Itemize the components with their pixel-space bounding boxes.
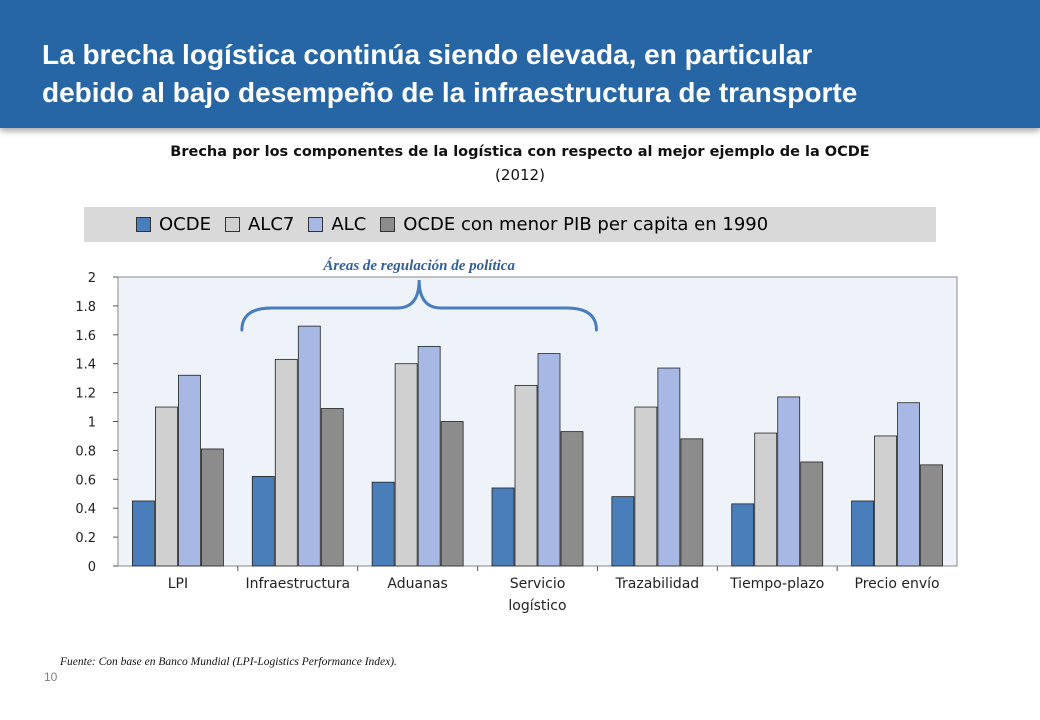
y-tick-label: 1: [88, 416, 96, 431]
x-tick-label: logístico: [508, 598, 566, 614]
bar-ocde-3: [491, 487, 515, 567]
x-tick-label: Precio envío: [855, 576, 940, 592]
y-tick-label: 2: [88, 271, 96, 286]
y-tick-label: 1.6: [75, 329, 96, 344]
bar-alc-6: [897, 402, 920, 567]
x-tick-label: Aduanas: [387, 576, 447, 592]
slide-title: La brecha logística continúa siendo elev…: [42, 36, 1022, 112]
slide-title-line1: La brecha logística continúa siendo elev…: [42, 39, 813, 70]
bar-alc-1: [297, 325, 321, 567]
legend-swatch: [136, 217, 151, 232]
y-tick-label: 0.8: [75, 444, 96, 459]
bar-alc7-4: [634, 406, 658, 567]
bar-ocde-4: [680, 438, 704, 567]
y-tick-label: 0.2: [75, 531, 96, 546]
legend-item-3: OCDE con menor PIB per capita en 1990: [380, 214, 768, 235]
x-tick-label: Servicio: [510, 576, 566, 592]
chart-title: Brecha por los componentes de la logísti…: [0, 141, 1040, 187]
legend-swatch: [380, 217, 396, 232]
bar-ocde-2: [440, 421, 464, 567]
bar-alc-5: [777, 396, 801, 567]
y-tick-label: 1.4: [75, 358, 96, 373]
x-tick-label: Infraestructura: [245, 576, 350, 592]
legend-item-1: ALC7: [224, 214, 295, 235]
bar-ocde-4: [611, 496, 635, 567]
bar-ocde-0: [132, 500, 155, 567]
bar-ocde-6: [851, 500, 874, 567]
x-tick-label: Tiempo-plazo: [729, 576, 824, 592]
legend-item-0: OCDE: [136, 214, 211, 235]
bar-alc7-5: [754, 432, 778, 567]
x-tick-label: LPI: [168, 576, 188, 592]
bar-alc-2: [417, 345, 441, 567]
bar-alc7-3: [514, 384, 538, 567]
bar-ocde-5: [800, 461, 824, 567]
bar-ocde-0: [201, 448, 224, 567]
page-number: 10: [44, 670, 58, 684]
legend-item-2: ALC: [308, 214, 366, 235]
bar-ocde-1: [251, 476, 275, 567]
legend-label: ALC7: [247, 214, 295, 235]
bar-ocde-6: [920, 464, 943, 567]
y-tick-label: 1.2: [75, 387, 96, 402]
x-tick-label: Trazabilidad: [615, 576, 700, 592]
bar-alc-3: [537, 353, 561, 567]
bar-ocde-3: [560, 431, 584, 567]
bar-alc-0: [178, 374, 201, 567]
y-tick-label: 1.8: [75, 300, 96, 315]
annotation-brace: [240, 279, 598, 332]
bar-ocde-5: [731, 503, 755, 567]
chart-subtitle-year: (2012): [495, 166, 545, 184]
y-tick-label: 0.4: [75, 502, 96, 517]
bar-alc7-6: [874, 435, 897, 567]
title-bar: La brecha logística continúa siendo elev…: [0, 0, 1040, 128]
chart-title-text: Brecha por los componentes de la logísti…: [170, 144, 870, 160]
legend-swatch: [224, 217, 240, 232]
legend-label: OCDE con menor PIB per capita en 1990: [403, 214, 769, 235]
bar-alc7-2: [394, 363, 418, 567]
annotation-label: Áreas de regulación de política: [322, 257, 515, 274]
legend-swatch: [308, 217, 324, 232]
y-tick-label: 0.6: [75, 473, 96, 488]
y-tick-label: 0: [88, 560, 96, 575]
bar-alc-4: [657, 367, 681, 567]
bar-ocde-1: [320, 408, 344, 567]
legend-label: OCDE: [159, 214, 211, 235]
slide-title-line2: debido al bajo desempeño de la infraestr…: [42, 77, 858, 108]
legend-label: ALC: [331, 214, 367, 235]
bar-alc7-0: [155, 406, 178, 567]
bar-alc7-1: [274, 358, 298, 567]
bar-ocde-2: [371, 481, 395, 567]
source-note: Fuente: Con base en Banco Mundial (LPI-L…: [60, 656, 397, 668]
chart-legend: OCDE ALC7 ALC OCDE con menor PIB per capita…: [84, 207, 936, 242]
